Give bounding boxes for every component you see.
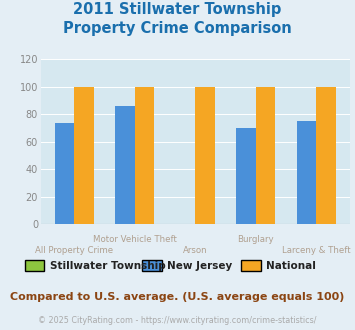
Bar	[74, 87, 93, 224]
Bar	[256, 87, 275, 224]
Text: New Jersey: New Jersey	[167, 261, 232, 271]
Text: National: National	[266, 261, 316, 271]
Bar	[115, 106, 135, 224]
Bar	[236, 128, 256, 224]
Text: © 2025 CityRating.com - https://www.cityrating.com/crime-statistics/: © 2025 CityRating.com - https://www.city…	[38, 316, 317, 325]
Text: All Property Crime: All Property Crime	[35, 247, 113, 255]
Text: Stillwater Township: Stillwater Township	[50, 261, 165, 271]
Text: Compared to U.S. average. (U.S. average equals 100): Compared to U.S. average. (U.S. average …	[10, 292, 345, 302]
Text: Motor Vehicle Theft: Motor Vehicle Theft	[93, 235, 177, 245]
Bar	[135, 87, 154, 224]
Text: Burglary: Burglary	[237, 235, 274, 245]
Text: 2011 Stillwater Township
Property Crime Comparison: 2011 Stillwater Township Property Crime …	[63, 2, 292, 36]
Bar	[297, 121, 316, 224]
Bar	[316, 87, 336, 224]
Bar	[55, 123, 74, 224]
Text: Arson: Arson	[183, 247, 208, 255]
Bar	[195, 87, 215, 224]
Text: Larceny & Theft: Larceny & Theft	[282, 247, 351, 255]
